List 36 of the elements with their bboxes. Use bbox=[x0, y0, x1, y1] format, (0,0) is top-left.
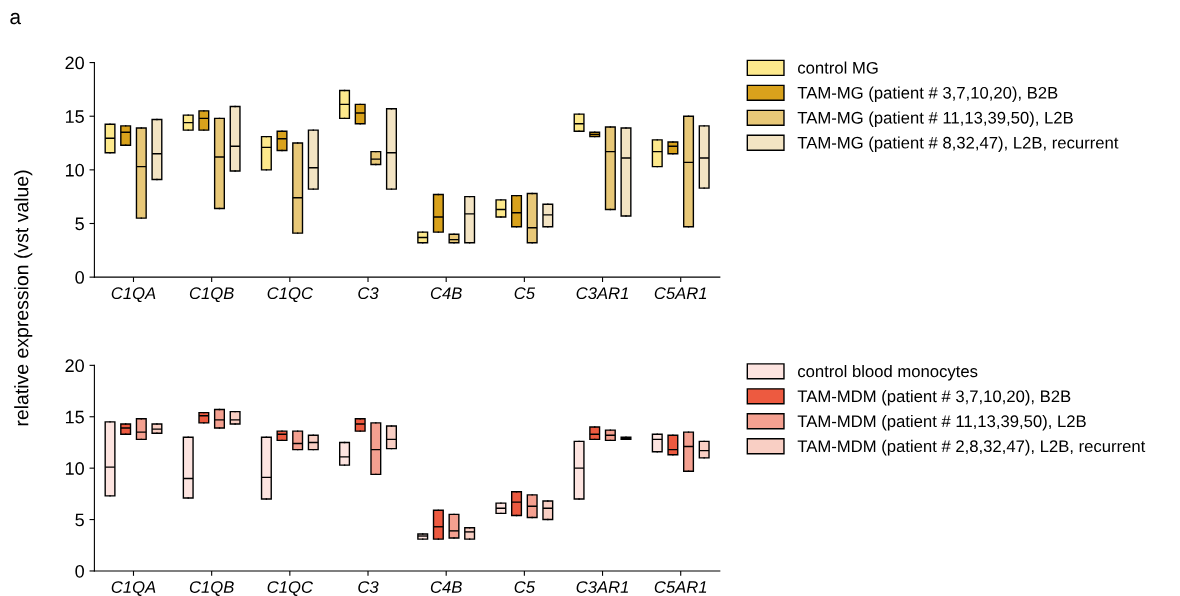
x-tick-label: C5 bbox=[514, 581, 536, 593]
legend-label: TAM-MG (patient # 11,13,39,50), L2B bbox=[797, 111, 1073, 127]
legend-label: control blood monocytes bbox=[798, 364, 978, 381]
x-tick-label: C5AR1 bbox=[654, 581, 707, 593]
legend-label: TAM-MDM (patient # 3,7,10,20), B2B bbox=[797, 389, 1071, 406]
y-tick-label: 5 bbox=[75, 513, 84, 527]
x-tick-label: C1QB bbox=[189, 287, 234, 303]
y-tick-label: 20 bbox=[65, 56, 84, 70]
x-tick-label: C1QC bbox=[267, 581, 314, 596]
legend-label: control MG bbox=[798, 61, 878, 74]
text: a bbox=[10, 12, 22, 25]
y-tick-label: 20 bbox=[65, 359, 84, 373]
x-tick-label: C3 bbox=[358, 287, 379, 300]
y-tick-label: 0 bbox=[75, 271, 84, 284]
x-tick-label: C4B bbox=[430, 287, 462, 300]
x-tick-label: C5AR1 bbox=[654, 287, 707, 300]
x-tick-label: C4B bbox=[430, 581, 462, 593]
legend-label: TAM-MDM (patient # 11,13,39,50), L2B bbox=[797, 414, 1086, 431]
y-tick-label: 0 bbox=[75, 564, 84, 578]
legend-label: TAM-MDM (patient # 2,8,32,47), L2B, recurrent bbox=[797, 439, 1146, 456]
y-axis-title: relative expression (vst value) bbox=[14, 170, 33, 426]
x-tick-label: C1QB bbox=[189, 581, 234, 596]
x-tick-label: C3AR1 bbox=[576, 581, 628, 593]
x-tick-label: C1QC bbox=[267, 287, 314, 303]
y-tick-label: 5 bbox=[75, 217, 84, 231]
x-tick-label: C1QA bbox=[111, 581, 156, 596]
x-tick-label: C3AR1 bbox=[576, 287, 628, 300]
x-tick-label: C5 bbox=[514, 287, 536, 300]
y-tick-label: 15 bbox=[65, 410, 84, 424]
y-tick-label: 15 bbox=[65, 110, 84, 123]
legend-label: TAM-MG (patient # 3,7,10,20), B2B bbox=[797, 86, 1058, 102]
y-tick-label: 10 bbox=[65, 462, 84, 475]
legend-label: TAM-MG (patient # 8,32,47), L2B, recurrent bbox=[797, 136, 1119, 152]
x-tick-label: C1QA bbox=[111, 287, 156, 303]
y-tick-label: 10 bbox=[65, 163, 84, 177]
x-tick-label: C3 bbox=[358, 581, 379, 593]
